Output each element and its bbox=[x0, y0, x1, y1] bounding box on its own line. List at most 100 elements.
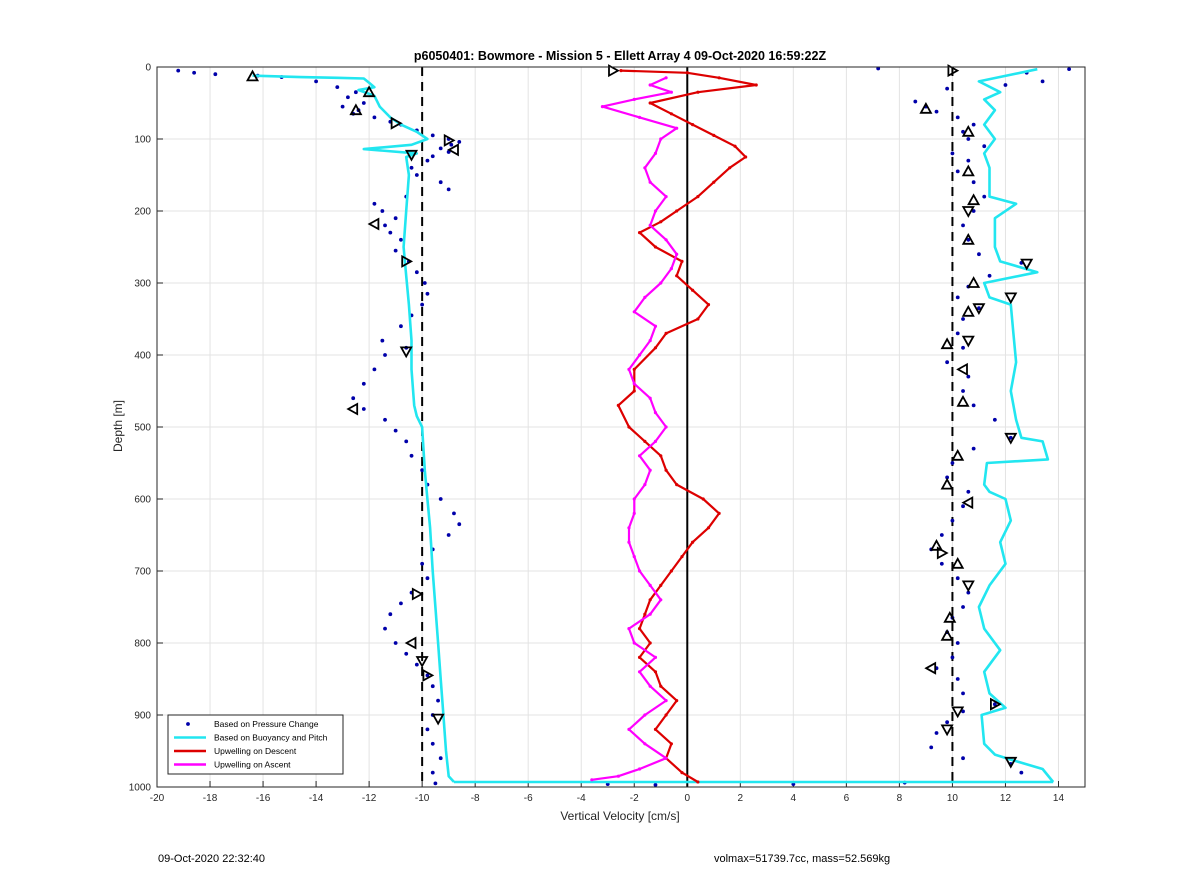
pressure-change-point bbox=[425, 291, 430, 296]
x-tick-label: -18 bbox=[203, 793, 218, 804]
triangle-marker-up bbox=[245, 69, 260, 82]
triangle-marker-right bbox=[608, 64, 620, 78]
triangle-marker-down bbox=[1020, 258, 1034, 271]
upwelling-point bbox=[696, 317, 700, 321]
pressure-change-point bbox=[950, 518, 955, 523]
upwelling-point bbox=[717, 511, 721, 515]
pressure-change-point bbox=[399, 237, 403, 242]
footer-vehicle-info: volmax=51739.7cc, mass=52.569kg bbox=[714, 853, 891, 865]
upwelling-point bbox=[632, 97, 636, 101]
pressure-change-point bbox=[399, 324, 403, 329]
pressure-change-point bbox=[430, 770, 435, 775]
legend-entry-label: Upwelling on Ascent bbox=[214, 760, 291, 770]
pressure-change-point bbox=[409, 453, 414, 458]
pressure-change-point bbox=[987, 273, 992, 278]
pressure-change-point bbox=[966, 374, 971, 379]
pressure-change-point bbox=[404, 439, 409, 444]
y-tick-label: 400 bbox=[134, 351, 151, 362]
pressure-change-point bbox=[409, 165, 414, 170]
pressure-change-point bbox=[388, 230, 393, 235]
upwelling-point bbox=[659, 454, 663, 458]
pressure-change-point bbox=[393, 216, 398, 221]
legend-entry-label: Based on Buoyancy and Pitch bbox=[214, 733, 328, 743]
upwelling-point bbox=[680, 555, 684, 559]
x-tick-label: 10 bbox=[947, 793, 959, 804]
upwelling-point bbox=[701, 497, 705, 501]
buoyancy-pitch-line bbox=[977, 67, 1055, 783]
upwelling-point bbox=[664, 195, 668, 199]
upwelling-point bbox=[648, 684, 652, 688]
upwelling-point bbox=[632, 555, 636, 559]
footer-timestamp: 09-Oct-2020 22:32:40 bbox=[158, 853, 266, 865]
upwelling-point bbox=[728, 166, 732, 170]
upwelling-point bbox=[664, 468, 668, 472]
upwelling-point bbox=[637, 670, 642, 674]
pressure-change-point bbox=[420, 561, 425, 566]
pressure-change-point bbox=[1040, 79, 1045, 84]
upwelling-point bbox=[653, 209, 658, 213]
pressure-change-point bbox=[380, 338, 385, 343]
pressure-change-point bbox=[950, 655, 955, 660]
pressure-change-point bbox=[653, 782, 658, 787]
upwelling-point bbox=[675, 483, 679, 487]
upwelling-point bbox=[643, 295, 647, 299]
pressure-change-point bbox=[430, 741, 435, 746]
upwelling-point bbox=[653, 346, 658, 350]
pressure-change-point bbox=[966, 158, 971, 163]
pressure-change-point bbox=[992, 702, 997, 707]
pressure-change-point bbox=[945, 720, 950, 725]
upwelling-point bbox=[717, 76, 721, 80]
legend: Based on Pressure Change Based on Buoyanc… bbox=[167, 714, 344, 775]
triangle-marker-up bbox=[349, 103, 363, 116]
upwelling-point bbox=[648, 468, 652, 472]
upwelling-point bbox=[669, 569, 673, 573]
x-tick-label: -16 bbox=[256, 793, 271, 804]
upwelling-point bbox=[653, 411, 658, 415]
upwelling-point bbox=[653, 245, 658, 249]
upwelling-point bbox=[590, 778, 594, 782]
upwelling-point bbox=[627, 727, 631, 732]
upwelling-point bbox=[632, 389, 636, 393]
upwelling-point bbox=[653, 151, 658, 155]
pressure-change-point bbox=[955, 677, 960, 681]
upwelling-point bbox=[664, 699, 668, 703]
pressure-change-point bbox=[430, 133, 435, 138]
pressure-change-point bbox=[414, 662, 419, 667]
triangle-marker-down bbox=[1004, 292, 1018, 305]
pressure-change-point bbox=[380, 209, 385, 213]
pressure-change-point bbox=[939, 561, 944, 566]
pressure-change-point bbox=[452, 511, 456, 516]
triangle-marker-right bbox=[401, 254, 414, 268]
pressure-change-point bbox=[955, 641, 960, 645]
upwelling-point bbox=[643, 742, 647, 746]
pressure-change-point bbox=[425, 673, 430, 678]
triangle-marker-left bbox=[961, 496, 974, 510]
pressure-change-point bbox=[457, 522, 462, 527]
x-tick-label: 0 bbox=[685, 793, 691, 804]
y-tick-label: 900 bbox=[134, 711, 151, 722]
pressure-change-point bbox=[934, 109, 939, 114]
triangle-markers bbox=[245, 64, 1034, 769]
upwelling-point bbox=[696, 90, 700, 94]
pressure-change-point bbox=[457, 139, 462, 144]
pressure-change-point bbox=[340, 104, 345, 109]
pressure-change-point bbox=[383, 223, 387, 228]
triangle-marker-up bbox=[951, 556, 965, 569]
x-tick-label: -4 bbox=[577, 793, 586, 804]
upwelling-point bbox=[664, 713, 668, 717]
upwelling-point bbox=[632, 382, 636, 386]
pressure-change-point bbox=[992, 417, 997, 422]
y-tick-label: 0 bbox=[145, 63, 151, 74]
upwelling-point bbox=[648, 583, 652, 588]
upwelling-point bbox=[675, 274, 679, 278]
ascent-upwelling-line bbox=[591, 76, 678, 781]
triangle-marker-down bbox=[940, 724, 954, 737]
x-tick-label: -2 bbox=[630, 793, 639, 804]
upwelling-point bbox=[685, 71, 689, 75]
upwelling-point bbox=[637, 115, 642, 119]
pressure-change-point bbox=[971, 122, 976, 127]
triangle-marker-down bbox=[399, 346, 413, 359]
x-tick-label: -8 bbox=[471, 793, 480, 804]
upwelling-point bbox=[675, 126, 679, 130]
